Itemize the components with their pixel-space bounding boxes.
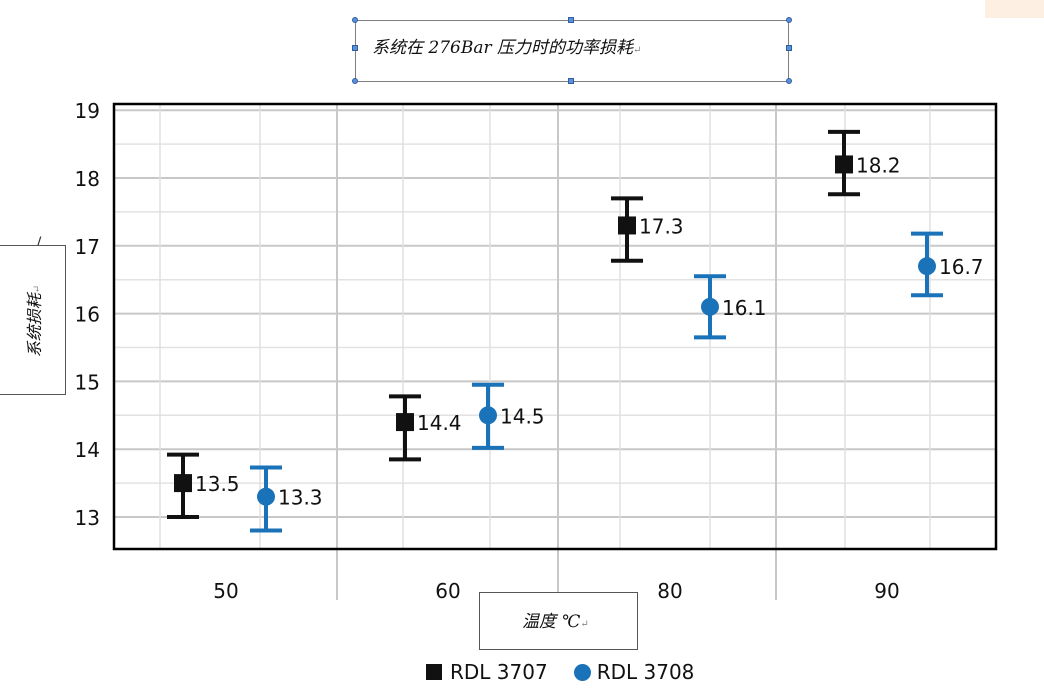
- data-point-square: [396, 413, 414, 432]
- grid-layer: [114, 104, 996, 600]
- x-tick-label: 80: [657, 579, 682, 603]
- legend: RDL 3707 RDL 3708: [426, 660, 720, 684]
- y-tick-label: 14: [75, 438, 100, 462]
- y-tick-label: 18: [75, 167, 100, 191]
- data-label: 13.5: [195, 472, 240, 496]
- x-axis-label-box[interactable]: 温度 ℃↵: [479, 592, 638, 650]
- page-corner-shade: [985, 0, 1044, 18]
- ylabel-stray-mark: /: [36, 233, 42, 252]
- x-tick-label: 50: [213, 579, 238, 603]
- data-point-circle: [479, 406, 497, 425]
- y-axis-label-box[interactable]: 系统损耗↵: [0, 245, 66, 395]
- paragraph-mark-icon: ↵: [580, 619, 589, 630]
- series-rdl-3707: 13.5 14.4 17.3 18.2: [167, 129, 901, 519]
- legend-item-rdl-3707: RDL 3707: [426, 660, 548, 684]
- square-marker-icon: [426, 664, 442, 680]
- paragraph-mark-icon: ↵: [633, 45, 642, 56]
- x-tick-label: 60: [435, 579, 460, 603]
- resize-handle-top-left[interactable]: [352, 17, 358, 23]
- x-tick-label: 90: [874, 579, 899, 603]
- y-tick-label: 16: [75, 303, 100, 327]
- data-point-circle: [918, 257, 936, 276]
- y-axis-label-text: 系统损耗: [25, 293, 44, 358]
- series-layer: 13.5 14.4 17.3 18.2 13.3 14.5 16.1 16.7: [167, 129, 984, 533]
- x-axis-label-text: 温度 ℃: [522, 612, 581, 632]
- circle-marker-icon: [573, 663, 591, 681]
- data-point-circle: [257, 487, 275, 506]
- chart-title-box[interactable]: 系统在 276Bar 压力时的功率损耗↵: [352, 17, 792, 84]
- resize-handle-right[interactable]: [786, 45, 792, 51]
- data-point-square: [618, 216, 636, 235]
- resize-handle-top-right[interactable]: [786, 17, 792, 23]
- legend-label: RDL 3707: [450, 660, 548, 684]
- data-label: 14.5: [500, 404, 545, 428]
- data-label: 16.1: [722, 296, 767, 320]
- chart-title: 系统在 276Bar 压力时的功率损耗↵: [372, 33, 641, 58]
- paragraph-mark-icon: ↵: [32, 284, 43, 294]
- data-label: 18.2: [856, 153, 901, 177]
- resize-handle-top[interactable]: [568, 17, 574, 23]
- x-axis-label: 温度 ℃↵: [522, 607, 589, 632]
- resize-handle-left[interactable]: [352, 45, 358, 51]
- x-tick-labels: 50 60 80 90: [213, 579, 899, 603]
- data-label: 17.3: [639, 214, 684, 238]
- data-point-square: [174, 474, 192, 493]
- resize-handle-bottom[interactable]: [568, 78, 574, 84]
- chart-title-text: 系统在 276Bar 压力时的功率损耗: [372, 38, 634, 58]
- data-label: 13.3: [278, 486, 323, 510]
- y-tick-label: 19: [75, 99, 100, 123]
- y-axis-label: 系统损耗↵: [21, 285, 45, 357]
- legend-label: RDL 3708: [596, 660, 695, 684]
- series-rdl-3708: 13.3 14.5 16.1 16.7: [250, 231, 984, 533]
- legend-item-rdl-3708: RDL 3708: [573, 660, 695, 684]
- y-tick-label: 15: [75, 370, 100, 394]
- data-label: 16.7: [939, 255, 984, 279]
- resize-handle-bottom-right[interactable]: [786, 78, 792, 84]
- data-point-square: [835, 155, 853, 174]
- y-tick-labels: 13 14 15 16 17 18 19: [75, 99, 100, 530]
- data-label: 14.4: [417, 411, 462, 435]
- y-tick-label: 17: [75, 235, 100, 259]
- data-point-circle: [701, 297, 719, 316]
- resize-handle-bottom-left[interactable]: [352, 78, 358, 84]
- y-tick-label: 13: [75, 506, 100, 530]
- plot-frame: [112, 102, 998, 551]
